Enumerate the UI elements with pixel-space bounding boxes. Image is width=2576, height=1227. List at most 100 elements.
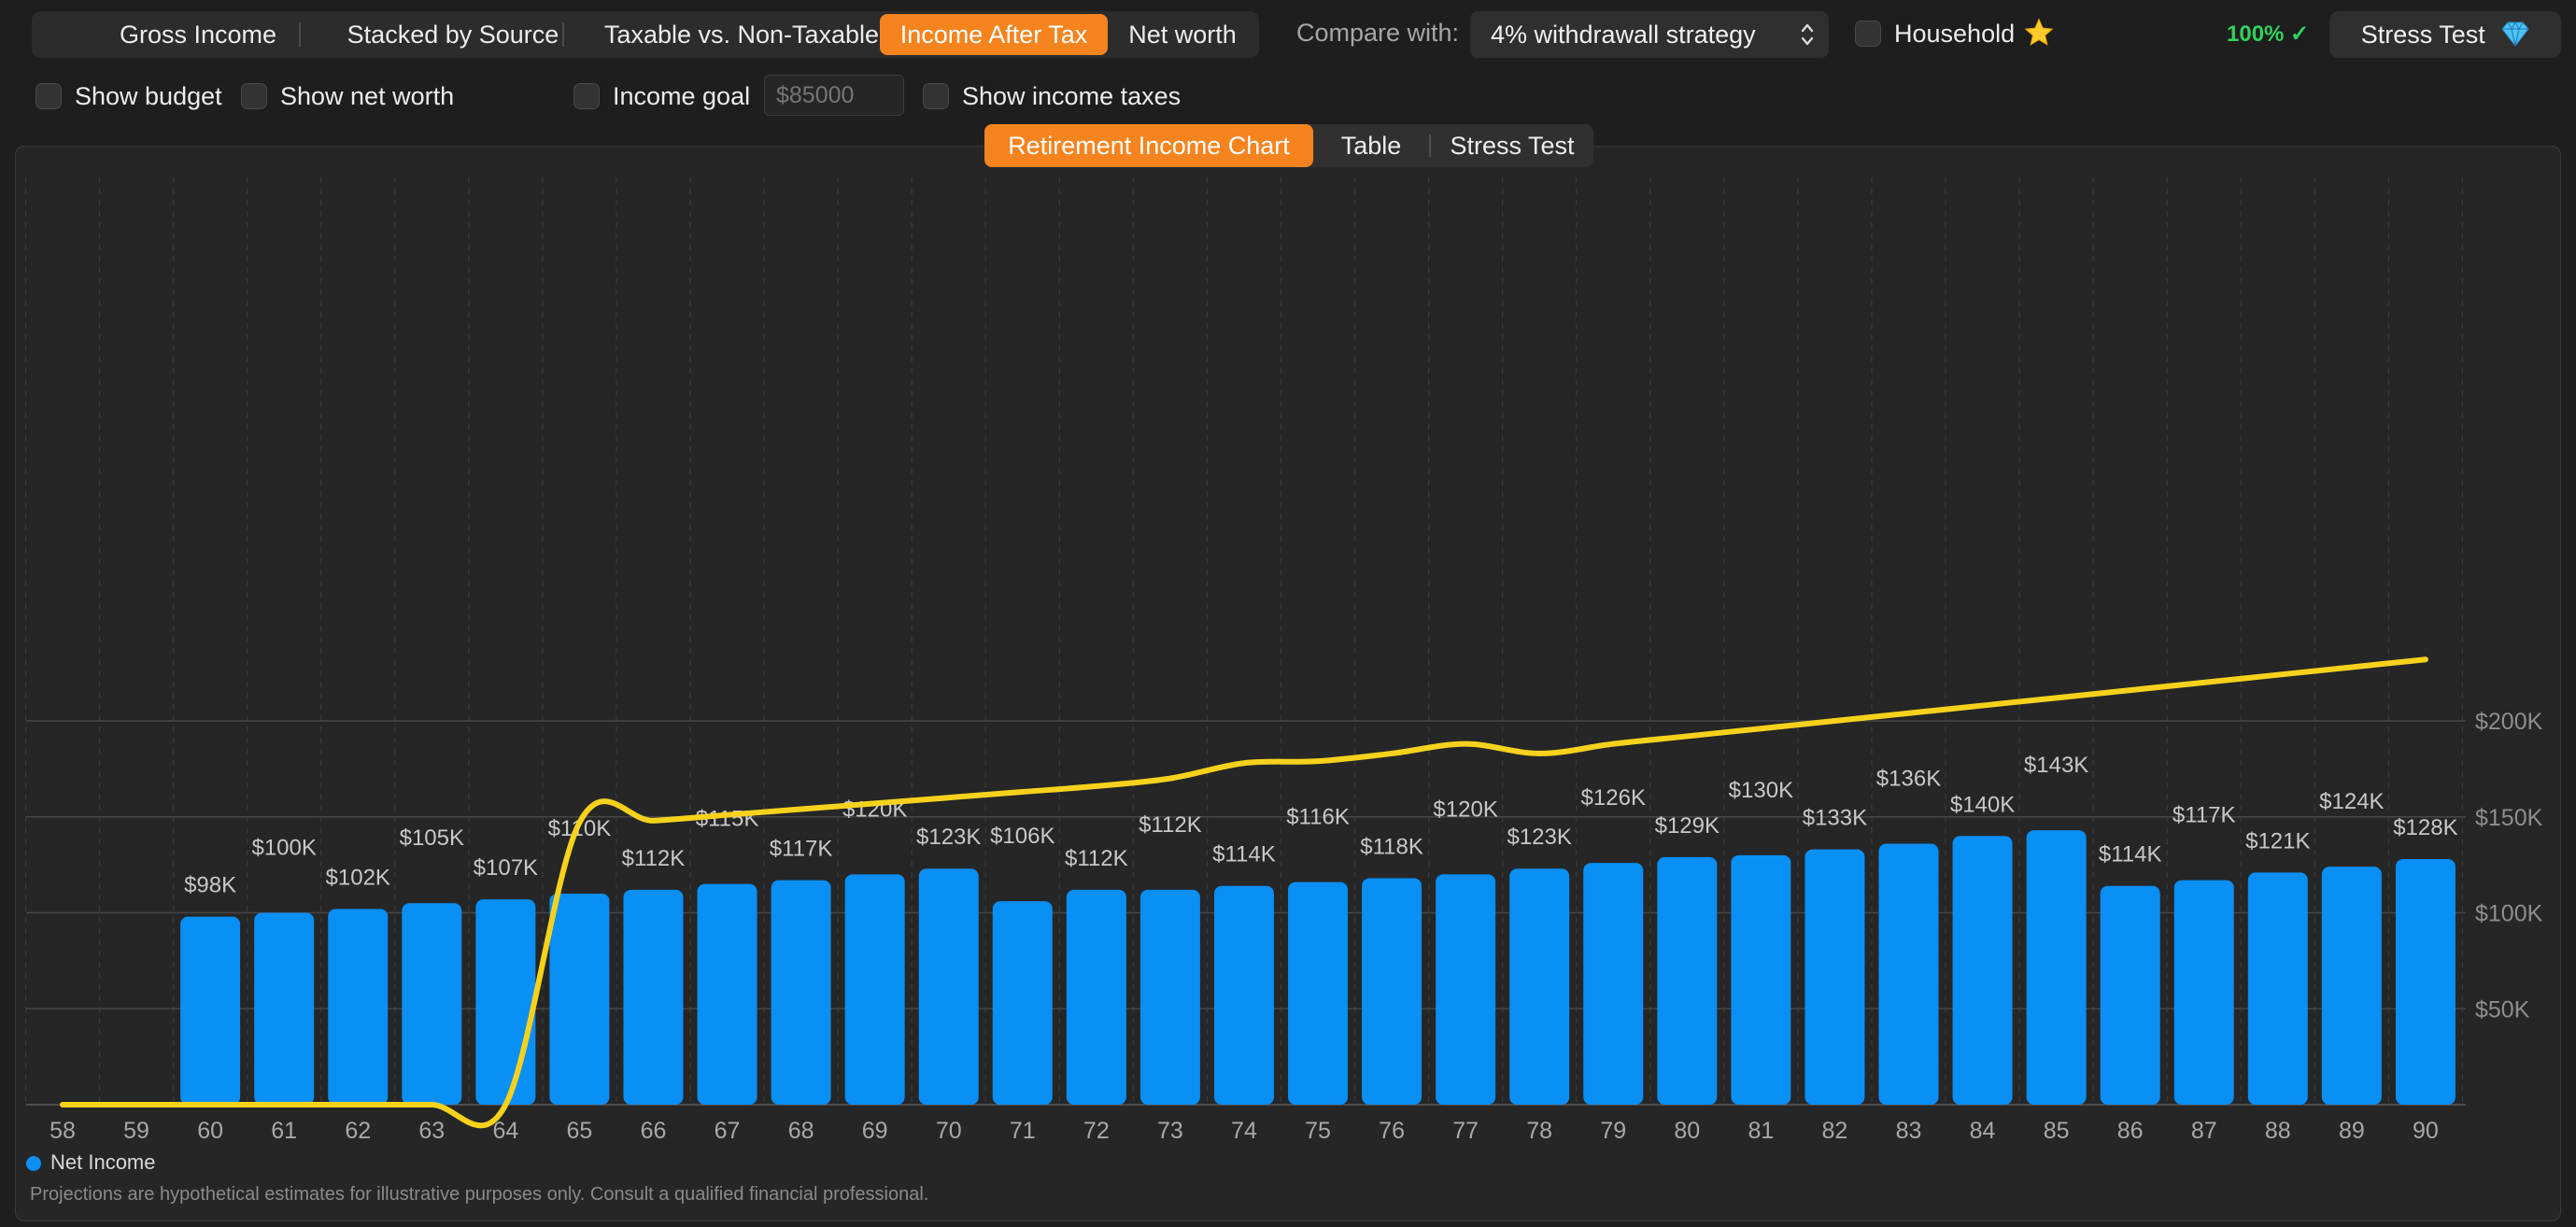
x-tick-label: 58 bbox=[50, 1118, 76, 1144]
x-tick-label: 71 bbox=[1010, 1118, 1036, 1144]
comparison-line bbox=[60, 656, 2428, 1129]
x-tick-label: 79 bbox=[1600, 1118, 1626, 1144]
bar bbox=[254, 912, 315, 1105]
x-tick-label: 80 bbox=[1674, 1118, 1700, 1144]
bar bbox=[2247, 872, 2308, 1105]
x-tick-label: 69 bbox=[862, 1118, 888, 1144]
x-tick-label: 81 bbox=[1748, 1118, 1774, 1144]
bar bbox=[2173, 880, 2234, 1105]
show-income-taxes-label: Show income taxes bbox=[962, 82, 1182, 110]
bar bbox=[1362, 878, 1422, 1105]
x-tick-label: 76 bbox=[1379, 1118, 1405, 1144]
bar bbox=[1583, 863, 1644, 1105]
bar bbox=[992, 901, 1053, 1105]
completeness-status: 100% ✓ bbox=[2227, 21, 2310, 47]
tab-retirement-income-chart[interactable]: Retirement Income Chart bbox=[984, 124, 1313, 167]
x-tick-label: 90 bbox=[2413, 1118, 2439, 1144]
data-label: $128K bbox=[2393, 815, 2457, 840]
income-goal-checkbox[interactable] bbox=[573, 83, 600, 109]
x-tick-label: 63 bbox=[418, 1118, 445, 1144]
data-label: $114K bbox=[1212, 842, 1276, 867]
bar bbox=[1288, 881, 1349, 1105]
bar bbox=[180, 916, 241, 1105]
disclaimer: Projections are hypothetical estimates f… bbox=[30, 1184, 929, 1205]
data-label: $143K bbox=[2024, 753, 2088, 778]
data-label: $121K bbox=[2245, 828, 2310, 853]
compare-select-value: 4% withdrawall strategy bbox=[1491, 21, 1756, 49]
show-net-worth-checkbox[interactable] bbox=[241, 83, 267, 109]
x-tick-label: 82 bbox=[1822, 1118, 1848, 1144]
data-labels: $98K$100K$102K$105K$107K$110K$112K$115K$… bbox=[184, 753, 2458, 897]
data-label: $100K bbox=[251, 836, 316, 861]
show-budget-checkbox[interactable] bbox=[35, 83, 62, 109]
tab-table[interactable]: Table bbox=[1340, 132, 1402, 160]
household-label: Household bbox=[1894, 20, 2016, 48]
bar bbox=[2321, 867, 2382, 1105]
bar bbox=[1805, 849, 1865, 1105]
view-income-after-tax[interactable]: Income After Tax bbox=[880, 14, 1108, 55]
y-axis-ticks: $50K $100K $150K $200K bbox=[2475, 709, 2543, 1022]
chart-legend: Net Income bbox=[26, 1150, 156, 1175]
show-budget-label: Show budget bbox=[75, 82, 222, 110]
data-label: $112K bbox=[1065, 846, 1128, 871]
chevron-up-down-icon bbox=[1801, 23, 1814, 46]
x-tick-label: 64 bbox=[492, 1118, 518, 1144]
tab-stress-test[interactable]: Stress Test bbox=[1450, 132, 1575, 160]
x-tick-label: 75 bbox=[1305, 1118, 1331, 1144]
net-income-bars bbox=[180, 830, 2456, 1105]
bar bbox=[697, 883, 757, 1105]
legend-label: Net Income bbox=[50, 1150, 156, 1174]
bar bbox=[918, 868, 979, 1105]
data-label: $112K bbox=[1139, 812, 1202, 838]
data-label: $118K bbox=[1360, 835, 1423, 860]
view-taxable-non-taxable[interactable]: Taxable vs. Non-Taxable bbox=[603, 21, 880, 49]
x-tick-label: 88 bbox=[2265, 1118, 2291, 1144]
divider bbox=[562, 22, 564, 47]
household-checkbox[interactable] bbox=[1855, 21, 1881, 47]
x-tick-label: 73 bbox=[1157, 1118, 1183, 1144]
bar bbox=[1657, 856, 1718, 1105]
bar bbox=[1509, 868, 1570, 1105]
bar bbox=[844, 874, 905, 1105]
x-tick-label: 86 bbox=[2117, 1118, 2144, 1144]
view-gross-income[interactable]: Gross Income bbox=[119, 21, 277, 49]
data-label: $136K bbox=[1876, 767, 1941, 792]
divider bbox=[1429, 134, 1431, 157]
compare-select[interactable]: 4% withdrawall strategy bbox=[1470, 11, 1829, 58]
top-toolbar: Gross Income Stacked by Source Taxable v… bbox=[0, 0, 2576, 71]
show-income-taxes-checkbox[interactable] bbox=[923, 83, 949, 109]
chart-tabs: Retirement Income Chart Table Stress Tes… bbox=[984, 124, 1593, 167]
y-tick-label: $50K bbox=[2475, 996, 2530, 1022]
data-label: $120K bbox=[1433, 797, 1497, 822]
stress-test-button[interactable]: Stress Test bbox=[2329, 11, 2561, 58]
data-label: $130K bbox=[1729, 778, 1793, 803]
x-tick-label: 83 bbox=[1896, 1118, 1922, 1144]
bar bbox=[475, 899, 536, 1105]
bar bbox=[771, 880, 831, 1105]
data-label: $116K bbox=[1286, 805, 1350, 830]
view-net-worth[interactable]: Net worth bbox=[1128, 21, 1237, 49]
data-label: $114K bbox=[2099, 842, 2162, 867]
data-label: $106K bbox=[990, 824, 1054, 849]
x-tick-label: 67 bbox=[715, 1118, 741, 1144]
income-goal-input[interactable] bbox=[764, 75, 904, 116]
data-label: $98K bbox=[184, 873, 236, 898]
data-label: $117K bbox=[2173, 803, 2236, 828]
x-tick-label: 59 bbox=[123, 1118, 149, 1144]
data-label: $112K bbox=[622, 846, 686, 871]
data-label: $129K bbox=[1655, 813, 1720, 839]
x-tick-label: 89 bbox=[2339, 1118, 2365, 1144]
data-label: $124K bbox=[2319, 789, 2384, 814]
income-goal-label: Income goal bbox=[613, 82, 751, 110]
show-net-worth-label: Show net worth bbox=[280, 82, 455, 110]
x-tick-label: 77 bbox=[1452, 1118, 1479, 1144]
data-label: $117K bbox=[770, 837, 833, 862]
data-label: $123K bbox=[1507, 825, 1571, 850]
view-stacked-by-source[interactable]: Stacked by Source bbox=[347, 21, 559, 49]
y-tick-label: $150K bbox=[2475, 805, 2543, 831]
compare-label: Compare with: bbox=[1296, 19, 1460, 47]
bar bbox=[549, 893, 610, 1105]
data-label: $102K bbox=[326, 865, 390, 890]
bar bbox=[1436, 874, 1496, 1105]
comparison-line-path bbox=[60, 656, 2428, 1129]
